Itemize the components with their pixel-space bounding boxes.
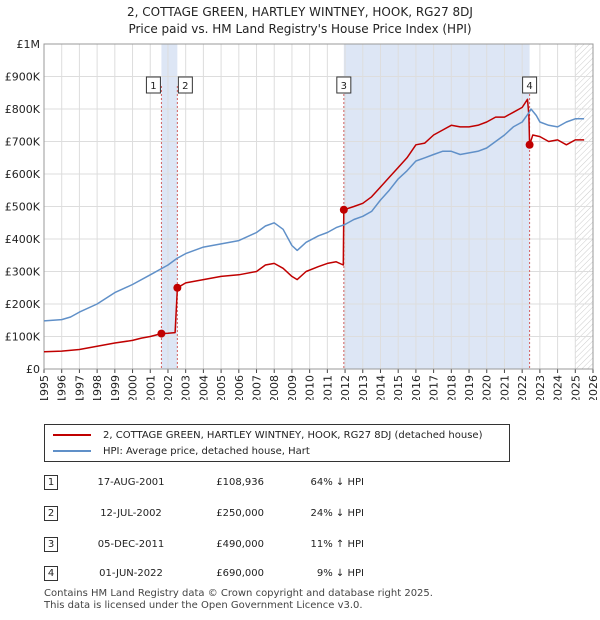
y-tick-label: £500K (5, 201, 41, 214)
sale-date: 05-DEC-2011 (97, 539, 165, 550)
x-tick-label: 1998 (91, 375, 104, 400)
legend-item-hpi: HPI: Average price, detached house, Hart (53, 445, 310, 459)
y-tick-label: £700K (5, 136, 41, 149)
y-tick-label: £300K (5, 266, 41, 279)
x-tick-label: 2001 (144, 375, 157, 400)
x-tick-label: 2007 (251, 375, 264, 400)
sale-badge: 3 (44, 537, 58, 552)
x-tick-label: 2026 (587, 375, 600, 400)
sale-point (157, 329, 166, 338)
table-row: 3 05-DEC-2011 £490,000 11% ↑ HPI (44, 537, 564, 553)
table-row: 1 17-AUG-2001 £108,936 64% ↓ HPI (44, 475, 564, 491)
y-tick-label: £800K (5, 103, 41, 116)
x-tick-label: 2009 (286, 375, 299, 400)
sale-point (173, 283, 182, 292)
table-row: 4 01-JUN-2022 £690,000 9% ↓ HPI (44, 566, 564, 582)
y-tick-label: £400K (5, 233, 41, 246)
x-tick-label: 2024 (552, 375, 565, 400)
sale-label-border (336, 76, 352, 94)
x-tick-label: 2023 (534, 375, 547, 400)
sale-date: 17-AUG-2001 (97, 477, 165, 488)
sale-badge: 4 (44, 566, 58, 581)
sale-price: £490,000 (216, 539, 264, 550)
x-tick-label: 2022 (516, 375, 529, 400)
footer-copyright: Contains HM Land Registry data © Crown c… (44, 588, 433, 599)
x-tick-label: 2013 (357, 375, 370, 400)
sale-label-border (145, 76, 161, 94)
x-tick-label: 2002 (162, 375, 175, 400)
y-tick-label: £600K (5, 168, 41, 181)
x-tick-label: 2010 (304, 375, 317, 400)
x-tick-label: 1997 (73, 375, 86, 400)
footer-licence: This data is licensed under the Open Gov… (44, 600, 363, 611)
plot-frame (43, 43, 594, 370)
legend: 2, COTTAGE GREEN, HARTLEY WINTNEY, HOOK,… (44, 424, 510, 462)
sale-label-box: 4 (522, 76, 538, 94)
x-tick-label: 2005 (215, 375, 228, 400)
chart-subtitle: Price paid vs. HM Land Registry's House … (128, 22, 472, 36)
sale-hpi-diff: 11% ↑ HPI (310, 539, 364, 550)
sale-label-border (177, 76, 193, 94)
sale-hpi-diff: 9% ↓ HPI (316, 568, 364, 579)
x-tick-label: 2025 (569, 375, 582, 400)
x-tick-label: 2018 (445, 375, 458, 400)
x-tick-label: 2012 (339, 375, 352, 400)
x-tick-label: 2020 (481, 375, 494, 400)
y-tick-label: £1M (17, 38, 41, 51)
sale-label-border (522, 76, 538, 94)
sale-price: £250,000 (216, 508, 264, 519)
sale-date: 01-JUN-2022 (99, 568, 163, 579)
legend-swatch-price (53, 434, 91, 436)
legend-label-hpi: HPI: Average price, detached house, Hart (103, 446, 310, 457)
sale-label-number: 4 (526, 81, 532, 92)
sale-label-number: 3 (341, 81, 347, 92)
sale-date: 12-JUL-2002 (100, 508, 162, 519)
x-tick-label: 2014 (374, 375, 387, 400)
table-row: 2 12-JUL-2002 £250,000 24% ↓ HPI (44, 506, 564, 522)
series-line-hpi (43, 108, 585, 322)
x-tick-label: 2016 (410, 375, 423, 400)
x-tick-label: 2003 (180, 375, 193, 400)
x-tick-label: 2021 (498, 375, 511, 400)
series-line-price (43, 98, 585, 353)
x-tick-label: 2004 (197, 375, 210, 400)
x-tick-label: 2006 (233, 375, 246, 400)
legend-label-price: 2, COTTAGE GREEN, HARTLEY WINTNEY, HOOK,… (103, 430, 483, 441)
sale-label-box: 1 (145, 76, 161, 94)
sale-label-box: 3 (336, 76, 352, 94)
sale-point (339, 205, 348, 214)
sale-label-number: 1 (150, 81, 156, 92)
sale-point (525, 140, 534, 149)
sale-badge: 1 (44, 475, 58, 490)
x-tick-label: 2017 (428, 375, 441, 400)
x-tick-label: 1999 (109, 375, 122, 400)
sale-hpi-diff: 24% ↓ HPI (310, 508, 364, 519)
sale-badge: 2 (44, 506, 58, 521)
sale-label-box: 2 (177, 76, 193, 94)
x-tick-label: 1995 (38, 375, 51, 400)
sale-hpi-diff: 64% ↓ HPI (310, 477, 364, 488)
x-tick-label: 2011 (321, 375, 334, 400)
legend-swatch-hpi (53, 450, 91, 452)
sale-price: £108,936 (216, 477, 264, 488)
sale-price: £690,000 (216, 568, 264, 579)
y-tick-label: £900K (5, 71, 41, 84)
x-tick-label: 2008 (268, 375, 281, 400)
legend-item-price: 2, COTTAGE GREEN, HARTLEY WINTNEY, HOOK,… (53, 429, 482, 443)
y-tick-label: £200K (5, 298, 41, 311)
x-tick-label: 2015 (392, 375, 405, 400)
price-chart: £0 £100K £200K £300K £400K £500K £600K £700K £80… (5, 38, 600, 400)
chart-title: 2, COTTAGE GREEN, HARTLEY WINTNEY, HOOK,… (127, 5, 473, 19)
x-tick-label: 1996 (56, 375, 69, 400)
x-tick-label: 2019 (463, 375, 476, 400)
sale-label-number: 2 (182, 81, 188, 92)
y-tick-label: £100K (5, 331, 41, 344)
y-tick-label: £0 (26, 363, 40, 376)
x-tick-label: 2000 (127, 375, 140, 400)
